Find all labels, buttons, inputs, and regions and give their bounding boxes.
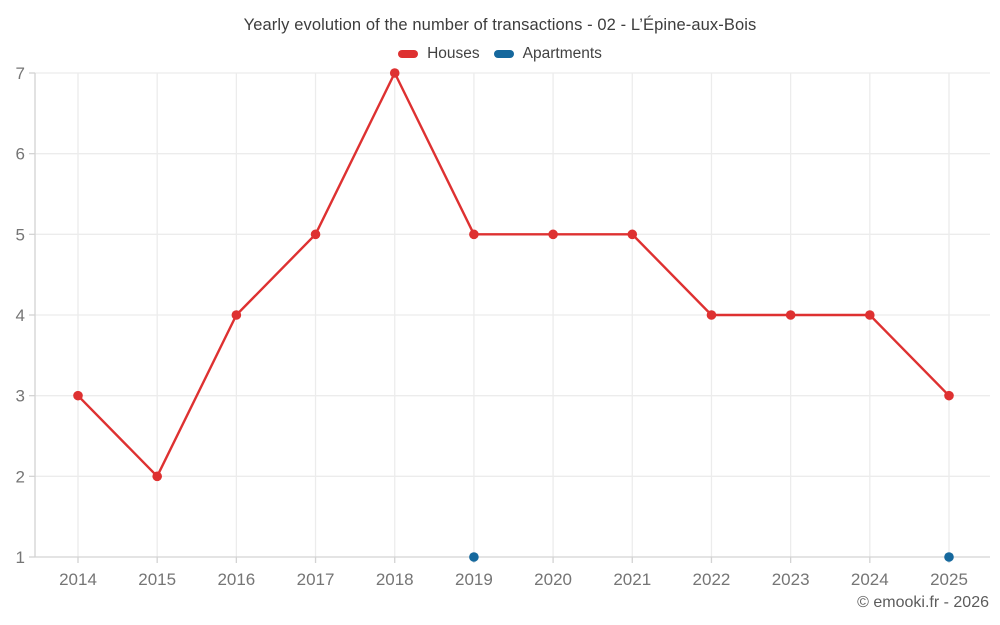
x-tick-label: 2022 <box>693 570 731 589</box>
data-point-houses-2022[interactable] <box>706 310 717 320</box>
x-tick-label: 2015 <box>138 570 176 589</box>
y-tick-label: 3 <box>16 387 25 406</box>
data-point-houses-2018[interactable] <box>389 68 400 78</box>
x-tick-label: 2021 <box>613 570 651 589</box>
data-point-houses-2014[interactable] <box>73 390 83 401</box>
y-tick-label: 6 <box>16 145 25 164</box>
legend-label-apartments: Apartments <box>522 45 602 62</box>
x-tick-label: 2019 <box>455 570 493 589</box>
watermark: © emooki.fr - 2026 <box>857 594 989 611</box>
chart-title: Yearly evolution of the number of transa… <box>243 16 757 34</box>
data-point-houses-2020[interactable] <box>548 229 558 240</box>
y-tick-label: 2 <box>16 467 25 486</box>
x-tick-label: 2025 <box>930 570 968 589</box>
data-point-houses-2024[interactable] <box>865 310 875 320</box>
y-tick-label: 5 <box>16 225 25 244</box>
data-point-houses-2025[interactable] <box>944 390 954 401</box>
data-point-houses-2016[interactable] <box>231 310 242 320</box>
data-point-houses-2021[interactable] <box>627 229 638 240</box>
x-tick-label: 2018 <box>376 570 414 589</box>
data-point-apartments-2025[interactable] <box>944 552 954 562</box>
y-tick-label: 4 <box>16 306 25 325</box>
houses-series-swatch-icon <box>398 50 419 58</box>
data-point-houses-2015[interactable] <box>152 471 162 482</box>
x-tick-label: 2020 <box>534 570 572 589</box>
apartments-series-swatch-icon <box>493 50 514 58</box>
series-line-houses <box>76 71 951 478</box>
x-tick-label: 2023 <box>772 570 810 589</box>
legend-item-apartments[interactable]: Apartments <box>493 45 602 63</box>
data-point-houses-2017[interactable] <box>310 229 321 240</box>
y-tick-label: 1 <box>16 548 25 567</box>
x-tick-label: 2024 <box>851 570 889 589</box>
legend-label-houses: Houses <box>427 45 480 62</box>
chart-legend: Houses Apartments <box>0 45 1000 63</box>
x-tick-label: 2014 <box>59 570 97 589</box>
data-point-apartments-2019[interactable] <box>469 552 479 562</box>
data-point-houses-2019[interactable] <box>469 229 479 240</box>
x-tick-label: 2016 <box>217 570 255 589</box>
legend-item-houses[interactable]: Houses <box>398 45 480 63</box>
y-tick-label: 7 <box>16 64 25 83</box>
data-point-houses-2023[interactable] <box>785 310 796 320</box>
x-tick-label: 2017 <box>297 570 335 589</box>
